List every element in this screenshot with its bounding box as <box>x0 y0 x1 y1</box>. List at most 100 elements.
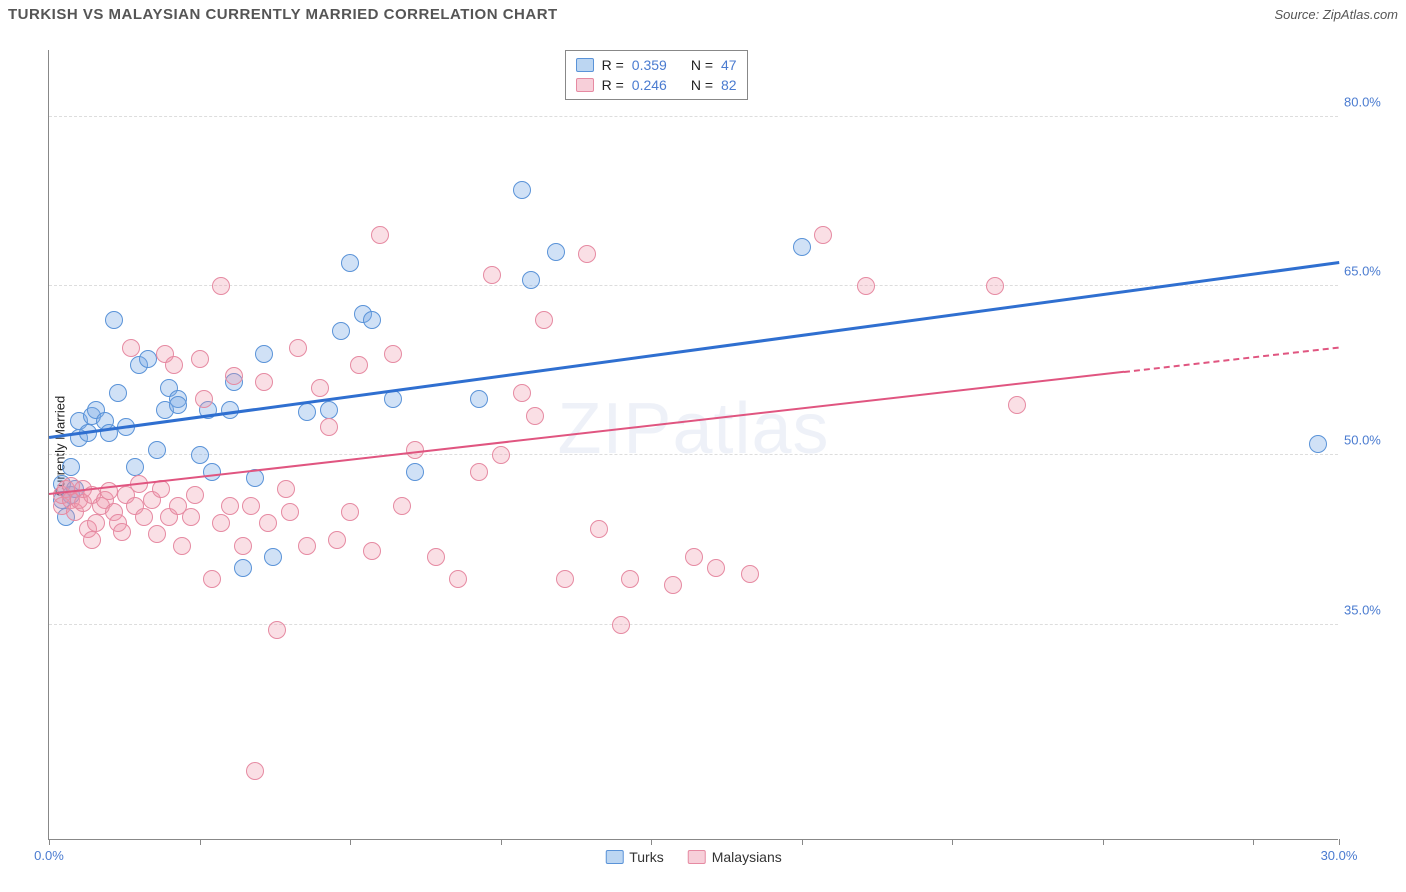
scatter-point <box>384 345 402 363</box>
legend-swatch <box>576 78 594 92</box>
stats-row: R =0.359N =47 <box>576 55 737 75</box>
stat-r-label: R = <box>602 57 624 73</box>
legend-item: Malaysians <box>688 849 782 865</box>
trend-line-dashed <box>1124 346 1339 372</box>
scatter-point <box>212 514 230 532</box>
scatter-point <box>126 458 144 476</box>
scatter-point <box>139 350 157 368</box>
stats-row: R =0.246N =82 <box>576 75 737 95</box>
scatter-point <box>707 559 725 577</box>
scatter-point <box>225 367 243 385</box>
scatter-point <box>612 616 630 634</box>
scatter-point <box>986 277 1004 295</box>
scatter-point <box>268 621 286 639</box>
legend-label: Turks <box>629 849 663 865</box>
scatter-point <box>406 463 424 481</box>
scatter-point <box>212 277 230 295</box>
scatter-point <box>242 497 260 515</box>
scatter-point <box>148 525 166 543</box>
scatter-point <box>556 570 574 588</box>
scatter-point <box>522 271 540 289</box>
scatter-point <box>281 503 299 521</box>
scatter-point <box>363 311 381 329</box>
scatter-point <box>621 570 639 588</box>
legend-swatch <box>688 850 706 864</box>
x-tick-label: 0.0% <box>34 848 64 863</box>
chart-title: TURKISH VS MALAYSIAN CURRENTLY MARRIED C… <box>8 6 558 23</box>
scatter-point <box>320 401 338 419</box>
gridline <box>49 624 1338 625</box>
scatter-point <box>203 570 221 588</box>
scatter-point <box>191 350 209 368</box>
scatter-point <box>664 576 682 594</box>
scatter-point <box>277 480 295 498</box>
x-tick <box>350 839 351 845</box>
scatter-point <box>122 339 140 357</box>
scatter-point <box>259 514 277 532</box>
trend-line <box>49 261 1339 438</box>
legend-item: Turks <box>605 849 663 865</box>
x-tick-label: 30.0% <box>1321 848 1358 863</box>
scatter-point <box>182 508 200 526</box>
scatter-point <box>470 463 488 481</box>
gridline <box>49 454 1338 455</box>
x-tick <box>49 839 50 845</box>
scatter-point <box>135 508 153 526</box>
stat-r-value: 0.246 <box>632 77 667 93</box>
x-tick <box>200 839 201 845</box>
scatter-point <box>793 238 811 256</box>
scatter-point <box>590 520 608 538</box>
scatter-point <box>255 373 273 391</box>
correlation-stats-box: R =0.359N =47R =0.246N =82 <box>565 50 748 100</box>
scatter-point <box>105 311 123 329</box>
scatter-point <box>298 403 316 421</box>
gridline <box>49 116 1338 117</box>
scatter-point <box>814 226 832 244</box>
scatter-point <box>470 390 488 408</box>
scatter-point <box>857 277 875 295</box>
x-tick <box>952 839 953 845</box>
legend-swatch <box>576 58 594 72</box>
scatter-point <box>328 531 346 549</box>
scatter-point <box>109 384 127 402</box>
scatter-point <box>578 245 596 263</box>
gridline <box>49 285 1338 286</box>
scatter-point <box>526 407 544 425</box>
y-tick-label: 80.0% <box>1344 94 1396 109</box>
scatter-point <box>203 463 221 481</box>
chart-plot-area: ZIPatlas R =0.359N =47R =0.246N =82 Turk… <box>48 50 1338 840</box>
scatter-point <box>513 181 531 199</box>
scatter-point <box>264 548 282 566</box>
trend-line <box>49 370 1124 494</box>
stat-r-value: 0.359 <box>632 57 667 73</box>
scatter-point <box>234 559 252 577</box>
scatter-point <box>113 523 131 541</box>
x-tick <box>802 839 803 845</box>
legend-label: Malaysians <box>712 849 782 865</box>
y-tick-label: 65.0% <box>1344 264 1396 279</box>
stat-r-label: R = <box>602 77 624 93</box>
legend: Turks Malaysians <box>605 849 782 865</box>
stat-n-label: N = <box>691 77 713 93</box>
y-tick-label: 50.0% <box>1344 433 1396 448</box>
scatter-point <box>221 497 239 515</box>
scatter-point <box>186 486 204 504</box>
stat-n-value: 47 <box>721 57 737 73</box>
scatter-point <box>371 226 389 244</box>
scatter-point <box>341 503 359 521</box>
scatter-point <box>535 311 553 329</box>
x-tick <box>651 839 652 845</box>
scatter-point <box>87 514 105 532</box>
scatter-point <box>234 537 252 555</box>
x-tick <box>1103 839 1104 845</box>
x-tick <box>501 839 502 845</box>
scatter-point <box>62 458 80 476</box>
scatter-point <box>173 537 191 555</box>
scatter-point <box>320 418 338 436</box>
scatter-point <box>311 379 329 397</box>
scatter-point <box>195 390 213 408</box>
legend-swatch <box>605 850 623 864</box>
scatter-point <box>1309 435 1327 453</box>
scatter-point <box>255 345 273 363</box>
scatter-point <box>191 446 209 464</box>
